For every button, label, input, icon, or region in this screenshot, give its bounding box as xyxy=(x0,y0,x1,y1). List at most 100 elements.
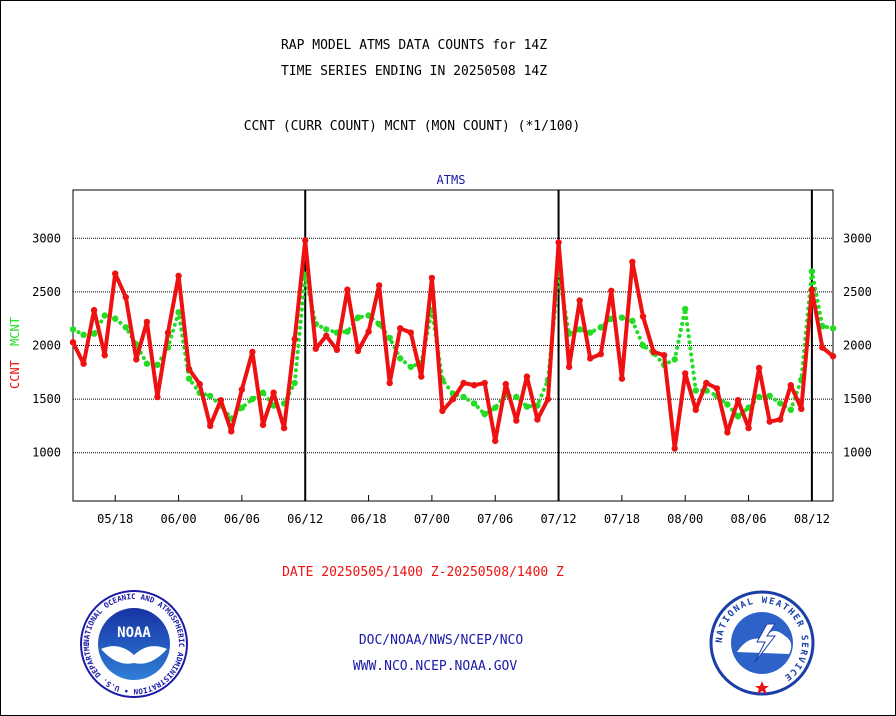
data-point-ccnt xyxy=(629,258,636,266)
data-point-ccnt xyxy=(69,339,77,346)
data-point-ccnt xyxy=(460,379,467,387)
y-tick-label-left: 2000 xyxy=(32,339,61,353)
data-point-ccnt xyxy=(523,373,531,380)
data-point-mcnt xyxy=(513,393,520,401)
data-point-mcnt xyxy=(122,324,129,331)
data-point-ccnt xyxy=(734,397,742,404)
data-point-ccnt xyxy=(101,352,108,359)
x-tick-label: 07/18 xyxy=(604,512,640,526)
data-point-ccnt xyxy=(407,329,414,336)
data-point-ccnt xyxy=(608,287,615,294)
data-point-ccnt xyxy=(534,416,541,423)
data-point-ccnt xyxy=(312,345,319,352)
data-point-ccnt xyxy=(207,422,214,430)
credit-line-2: WWW.NCO.NCEP.NOAA.GOV xyxy=(352,659,518,674)
data-point-ccnt xyxy=(323,332,330,339)
data-point-mcnt xyxy=(671,356,678,363)
data-point-ccnt xyxy=(112,270,119,277)
data-point-ccnt xyxy=(280,424,288,432)
data-point-mcnt xyxy=(259,389,267,396)
data-point-ccnt xyxy=(766,418,773,425)
data-point-ccnt xyxy=(154,393,161,401)
y-tick-label-left: 3000 xyxy=(32,231,61,245)
data-point-mcnt xyxy=(90,330,98,337)
data-point-mcnt xyxy=(175,309,182,316)
noaa-logo: NATIONAL OCEANIC AND ATMOSPHERIC ADMINIS… xyxy=(79,589,188,698)
data-point-ccnt xyxy=(185,365,193,373)
data-point-mcnt xyxy=(734,413,742,420)
data-point-ccnt xyxy=(671,445,678,452)
data-point-ccnt xyxy=(397,325,404,332)
data-point-ccnt xyxy=(259,421,267,429)
data-point-mcnt xyxy=(238,404,246,411)
data-point-ccnt xyxy=(428,274,436,282)
data-point-mcnt xyxy=(154,361,161,368)
data-point-ccnt xyxy=(196,380,203,388)
data-point-ccnt xyxy=(375,282,383,289)
data-point-ccnt xyxy=(90,306,98,314)
data-point-mcnt xyxy=(523,403,531,410)
data-point-ccnt xyxy=(703,379,710,387)
data-point-ccnt xyxy=(80,360,87,367)
noaa-logo-text: NOAA xyxy=(117,625,151,641)
data-point-ccnt xyxy=(470,382,478,389)
data-point-ccnt xyxy=(798,405,805,412)
data-point-ccnt xyxy=(513,417,520,424)
credit-line-1: DOC/NOAA/NWS/NCEP/NCO xyxy=(358,633,524,648)
data-point-ccnt xyxy=(164,329,172,336)
x-tick-label: 07/12 xyxy=(540,512,576,526)
data-point-mcnt xyxy=(629,317,636,324)
data-point-mcnt xyxy=(344,328,351,335)
y-tick-label-right: 1500 xyxy=(843,392,872,406)
data-point-mcnt xyxy=(249,395,256,403)
data-point-ccnt xyxy=(270,389,277,396)
series-line-ccnt xyxy=(71,238,835,451)
data-point-ccnt xyxy=(724,429,731,436)
y-tick-label-left: 1500 xyxy=(32,392,61,406)
data-point-mcnt xyxy=(755,393,763,401)
data-point-ccnt xyxy=(544,395,552,403)
data-point-ccnt xyxy=(386,379,393,387)
data-point-ccnt xyxy=(439,407,446,415)
data-point-ccnt xyxy=(587,355,594,362)
data-point-ccnt xyxy=(481,379,488,387)
data-point-mcnt xyxy=(397,355,404,362)
data-point-mcnt xyxy=(618,314,626,321)
data-point-ccnt xyxy=(555,239,562,246)
y-tick-label-right: 2000 xyxy=(843,339,872,353)
x-tick-label: 08/12 xyxy=(794,512,830,526)
data-point-mcnt xyxy=(481,410,488,418)
data-point-mcnt xyxy=(323,326,330,333)
data-point-ccnt xyxy=(660,352,668,359)
x-tick-label: 06/12 xyxy=(287,512,323,526)
data-point-mcnt xyxy=(69,326,77,333)
data-point-ccnt xyxy=(787,382,794,389)
data-point-mcnt xyxy=(80,331,87,338)
y-tick-label-right: 1000 xyxy=(843,446,872,460)
data-point-ccnt xyxy=(713,385,721,392)
x-tick-label: 08/00 xyxy=(667,512,703,526)
data-point-ccnt xyxy=(755,364,763,372)
data-point-ccnt xyxy=(819,344,826,351)
data-point-mcnt xyxy=(587,329,594,336)
data-point-ccnt xyxy=(228,428,235,435)
data-point-ccnt xyxy=(354,347,362,355)
y-tick-label-right: 3000 xyxy=(843,231,872,245)
data-point-mcnt xyxy=(112,315,119,322)
data-point-ccnt xyxy=(502,380,509,388)
data-point-mcnt xyxy=(291,379,298,387)
chart-title-line1: RAP MODEL ATMS DATA COUNTS for 14Z xyxy=(280,38,548,53)
data-point-ccnt xyxy=(597,350,604,358)
data-point-mcnt xyxy=(407,363,414,371)
data-point-ccnt xyxy=(576,297,583,304)
data-point-mcnt xyxy=(639,342,647,349)
data-point-ccnt xyxy=(365,328,372,335)
data-point-ccnt xyxy=(333,346,341,353)
data-point-mcnt xyxy=(207,392,214,400)
data-point-mcnt xyxy=(375,320,383,328)
nws-logo: NATIONAL WEATHER SERVICE xyxy=(709,590,815,696)
data-point-mcnt xyxy=(808,268,816,275)
data-point-mcnt xyxy=(101,312,108,319)
x-tick-label: 08/06 xyxy=(730,512,766,526)
